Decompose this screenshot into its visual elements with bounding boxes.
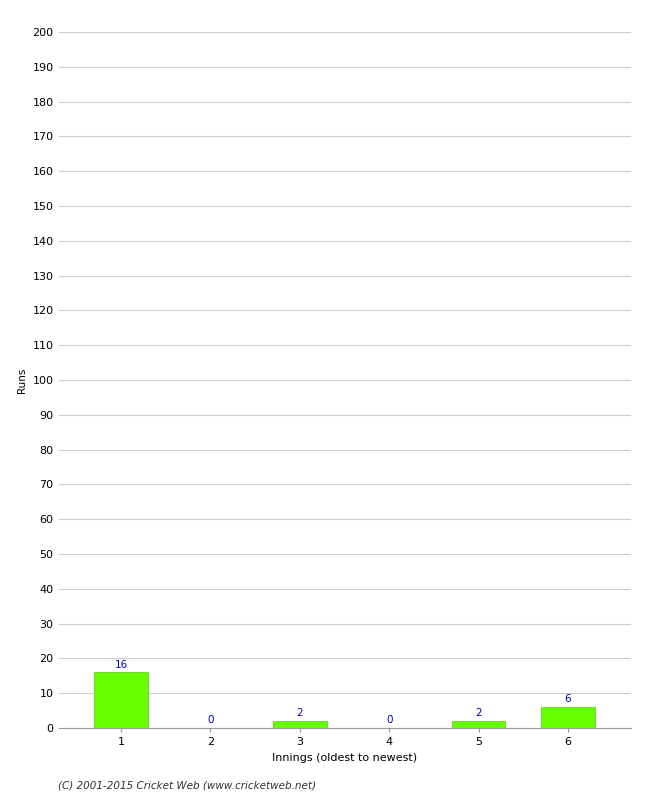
X-axis label: Innings (oldest to newest): Innings (oldest to newest) — [272, 753, 417, 762]
Y-axis label: Runs: Runs — [17, 367, 27, 393]
Text: 16: 16 — [114, 659, 127, 670]
Text: (C) 2001-2015 Cricket Web (www.cricketweb.net): (C) 2001-2015 Cricket Web (www.cricketwe… — [58, 781, 317, 790]
Bar — [452, 721, 506, 728]
Text: 2: 2 — [296, 708, 303, 718]
Text: 0: 0 — [386, 715, 393, 726]
Text: 2: 2 — [475, 708, 482, 718]
Bar — [94, 672, 148, 728]
Text: 0: 0 — [207, 715, 214, 726]
Bar — [273, 721, 326, 728]
Bar — [541, 707, 595, 728]
Text: 6: 6 — [565, 694, 571, 704]
